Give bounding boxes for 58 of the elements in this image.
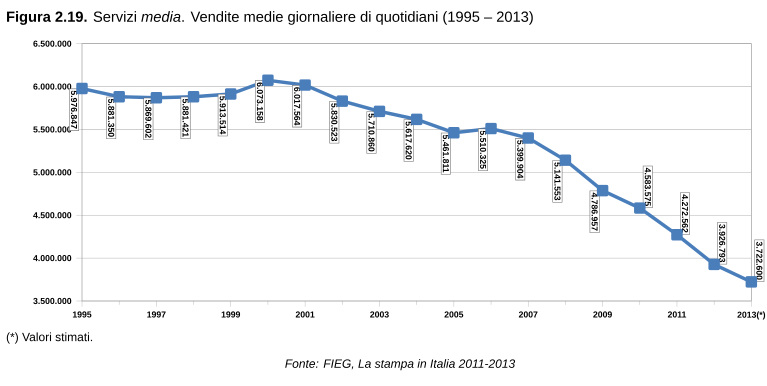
source-note: Fonte: FIEG, La stampa in Italia 2011-2013 <box>285 359 516 370</box>
data-label: 4.272.562 <box>682 194 688 233</box>
point <box>225 88 236 100</box>
x-tick-label: 2007 <box>518 311 538 318</box>
data-label: 5.399.904 <box>517 140 524 178</box>
point <box>374 106 386 118</box>
point <box>410 114 422 126</box>
point <box>76 82 88 94</box>
point <box>522 132 534 144</box>
data-label: 5.510.325 <box>480 130 486 169</box>
point <box>188 90 200 102</box>
y-tick-label: 6.500.000 <box>33 40 72 47</box>
point <box>262 74 274 86</box>
x-tick-label: 2013(*) <box>737 311 766 320</box>
data-label: 5.710.860 <box>368 113 375 152</box>
x-tick-label: 1995 <box>72 311 92 318</box>
point <box>150 92 162 104</box>
point <box>448 126 460 138</box>
point <box>485 122 497 134</box>
data-label: 5.141.553 <box>554 162 560 200</box>
data-label: 5.913.514 <box>220 96 226 134</box>
data-label: 6.073.158 <box>256 82 263 120</box>
data-label: 4.786.957 <box>592 192 598 231</box>
x-tick-label: 2001 <box>296 311 315 318</box>
point <box>113 91 125 102</box>
x-tick-label: 2011 <box>668 311 686 318</box>
data-label: 5.617.620 <box>406 121 412 160</box>
data-label: 5.869.602 <box>145 100 152 138</box>
x-tick-label: 2005 <box>444 311 464 318</box>
y-tick-label: 5.000.000 <box>33 169 72 176</box>
data-label: 3.926.793 <box>719 224 726 262</box>
point <box>671 228 683 240</box>
point <box>634 202 646 214</box>
point <box>560 154 572 166</box>
data-label: 5.976.847 <box>70 90 78 129</box>
y-tick-label: 3.500.000 <box>33 298 72 304</box>
data-label: 5.881.350 <box>108 98 114 137</box>
x-tick-label: 1997 <box>147 311 166 318</box>
data-label: 4.583.575 <box>644 168 651 206</box>
x-tick-label: 1999 <box>222 311 240 318</box>
point <box>708 258 720 270</box>
point <box>746 276 758 288</box>
point <box>596 184 608 196</box>
y-tick-label: 4.000.000 <box>33 255 72 262</box>
point <box>336 95 348 107</box>
data-label: 6.017.564 <box>294 87 300 126</box>
y-tick-label: 5.500.000 <box>33 126 72 133</box>
point <box>299 79 311 91</box>
y-tick-label: 6.000.000 <box>33 83 72 90</box>
y-tick-label: 4.500.000 <box>33 212 72 218</box>
data-label: 3.722.600 <box>756 242 762 280</box>
x-tick-label: 2009 <box>593 311 612 318</box>
text: (*) Valori stimati. <box>6 332 92 344</box>
data-label: 5.461.811 <box>442 134 449 172</box>
chart-title: Figura 2.19. Servizi media. Vendite medie giornaliere di quotidiani (1995 – 2013) <box>7 11 533 25</box>
x-tick-label: 2003 <box>370 311 389 318</box>
data-label: 5.881.421 <box>182 98 189 137</box>
data-label: 5.830.523 <box>331 103 338 142</box>
